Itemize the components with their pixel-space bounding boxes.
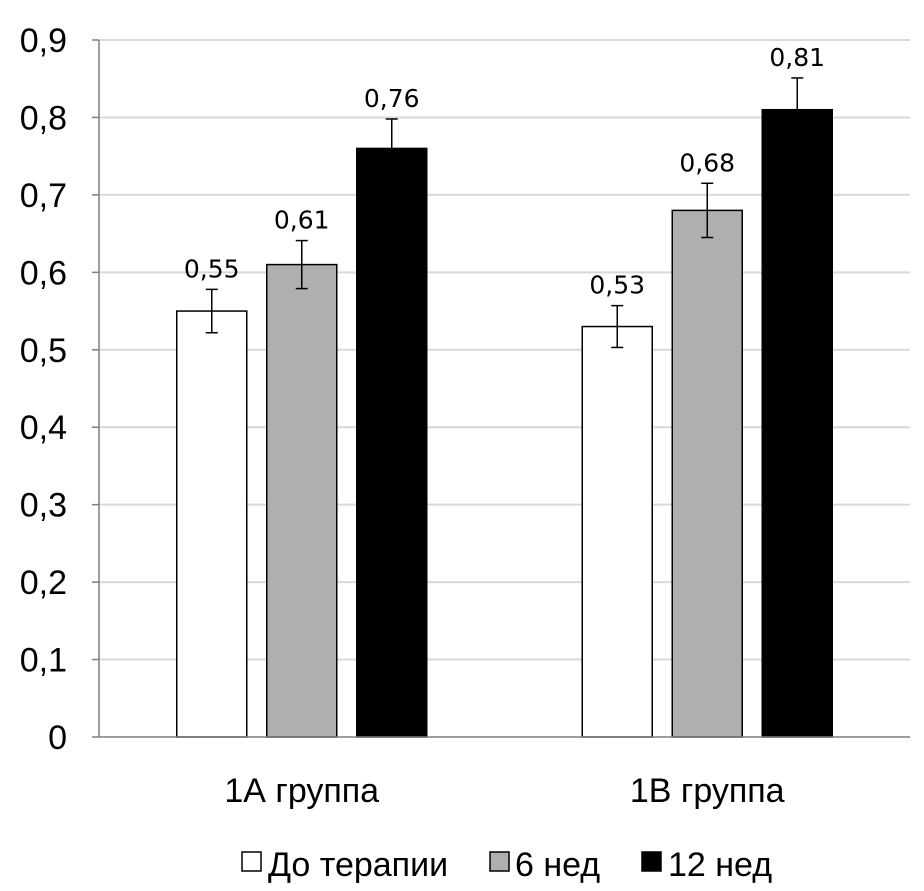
y-tick-label: 0,4 (20, 409, 67, 447)
bar (176, 310, 248, 738)
bar (761, 108, 833, 738)
legend-label: До терапии (268, 846, 448, 884)
y-tick-label: 0,6 (20, 254, 67, 292)
bar (671, 209, 743, 738)
bar (356, 147, 428, 738)
y-tick-label: 0,9 (20, 22, 67, 60)
y-tick-label: 0,8 (20, 99, 67, 137)
bars (176, 77, 833, 738)
y-tick-label: 0,3 (20, 487, 67, 525)
data-label: 0,76 (364, 84, 420, 113)
category-labels: 1А группа 1В группа (224, 772, 784, 810)
legend-swatch (641, 851, 662, 872)
y-tick-label: 0,5 (20, 332, 67, 370)
data-label: 0,61 (274, 206, 330, 235)
y-tick-label: 0,1 (20, 642, 67, 680)
y-tick-labels: 0 0,1 0,2 0,3 0,4 0,5 0,6 0,7 0,8 0,9 (20, 22, 99, 757)
data-label: 0,55 (184, 254, 240, 283)
category-label: 1А группа (224, 772, 379, 810)
legend-swatch (241, 851, 262, 872)
bar (266, 263, 338, 738)
category-label: 1В группа (630, 772, 785, 810)
legend: До терапии 6 нед 12 нед (241, 846, 772, 884)
legend-label: 12 нед (668, 846, 772, 884)
legend-swatch (489, 851, 510, 872)
y-tick-label: 0 (48, 719, 67, 757)
y-tick-label: 0,2 (20, 564, 67, 602)
data-label: 0,68 (679, 148, 735, 177)
bar (581, 325, 653, 738)
legend-label: 6 нед (515, 846, 600, 884)
data-labels: 0,55 0,61 0,76 0,53 0,68 0,81 (184, 43, 825, 300)
y-tick-label: 0,7 (20, 177, 67, 215)
data-label: 0,53 (589, 271, 645, 300)
data-label: 0,81 (769, 43, 825, 72)
